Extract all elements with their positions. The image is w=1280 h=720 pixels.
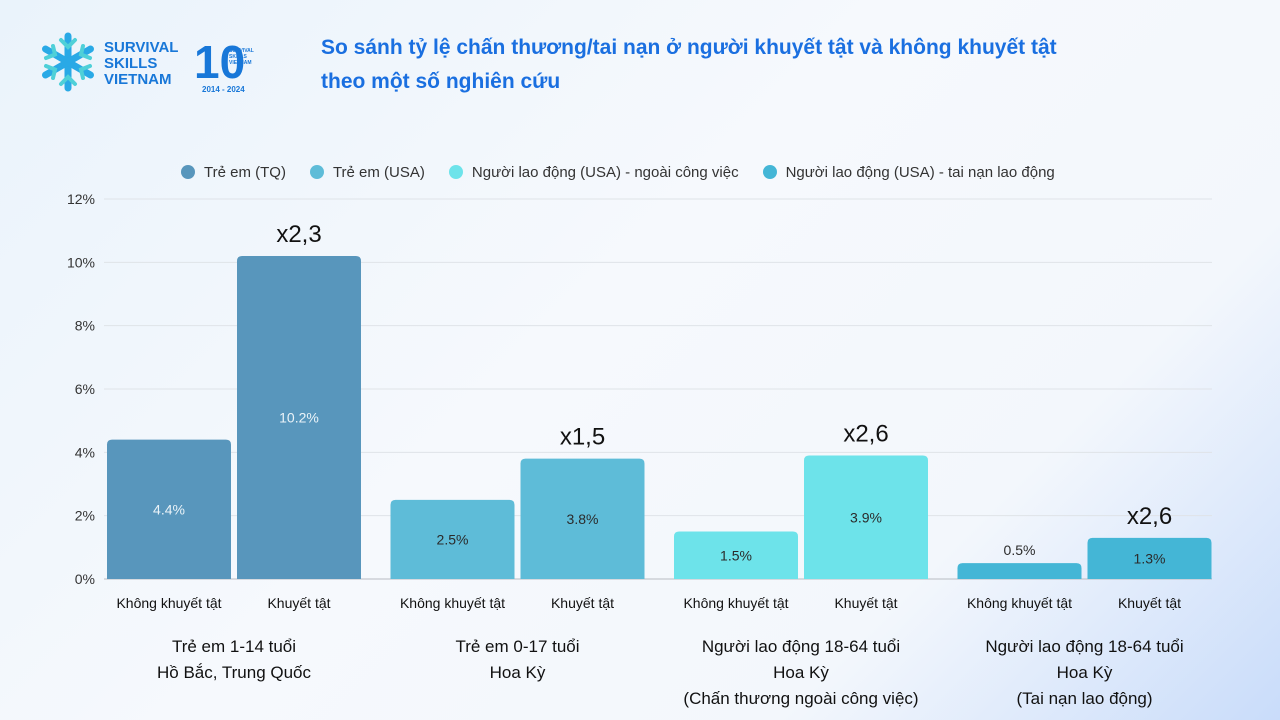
chart-title-line-1: So sánh tỷ lệ chấn thương/tai nạn ở ngườ… [321, 36, 1057, 59]
badge-number: 10 [194, 36, 245, 88]
legend-label: Người lao động (USA) - ngoài công việc [471, 163, 739, 181]
chart-legend: Trẻ em (TQ) Trẻ em (USA) Người lao động (U… [181, 162, 1079, 182]
ratio-annotation: x2,6 [1127, 503, 1172, 530]
badge-small-1: SURVIVAL [229, 48, 254, 54]
snowflake-cross-icon [42, 32, 94, 92]
group-label: Trẻ em 1-14 tuổi Hồ Bắc, Trung Quốc [94, 634, 374, 686]
badge-small-2: SKILLS [229, 54, 247, 60]
bar [390, 499, 515, 579]
data-label: 1.3% [1134, 550, 1166, 566]
legend-label: Người lao động (USA) - tai nạn lao động [785, 163, 1055, 181]
group-label-line: (Chấn thương ngoài công việc) [683, 689, 919, 708]
badge-years: 2014 - 2024 [202, 85, 245, 94]
legend-item: Người lao động (USA) - ngoài công việc [448, 163, 739, 181]
group-label: Trẻ em 0-17 tuổi Hoa Kỳ [378, 634, 658, 686]
x-category-label: Khuyết tật [1118, 595, 1181, 611]
data-label: 10.2% [279, 410, 319, 426]
bar [107, 439, 231, 579]
x-category-label: Khuyết tật [267, 595, 330, 611]
y-tick-label: 6% [75, 381, 95, 397]
y-tick-label: 2% [75, 508, 95, 524]
legend-item: Người lao động (USA) - tai nạn lao động [762, 163, 1055, 181]
chart-title-line-2: theo một số nghiên cứu [321, 70, 561, 93]
survival-skills-vietnam-logo: SURVIVAL SKILLS VIETNAM 10 SURVIVAL SKIL… [42, 32, 254, 94]
group-label: Người lao động 18-64 tuổi Hoa Kỳ (Chấn thư… [661, 634, 941, 712]
ratio-annotation: x2,3 [276, 221, 321, 248]
data-label: 2.5% [437, 531, 469, 547]
legend-swatch [448, 165, 463, 179]
group-label-line: Hoa Kỳ [773, 663, 829, 682]
y-tick-label: 10% [67, 254, 95, 270]
group-label-line: Hoa Kỳ [489, 663, 546, 682]
y-tick-label: 4% [75, 444, 95, 460]
badge-small-3: VIETNAM [229, 60, 252, 66]
bar [520, 458, 645, 579]
group-label: Người lao động 18-64 tuổi Hoa Kỳ (Tai nạn … [945, 634, 1225, 712]
group-label-line: Người lao động 18-64 tuổi [701, 637, 901, 656]
y-tick-label: 8% [75, 318, 95, 334]
bar [804, 455, 928, 579]
group-label-line: (Tai nạn lao động) [1016, 689, 1153, 708]
bar [237, 256, 361, 579]
legend-label: Trẻ em (TQ) [204, 163, 286, 181]
logo-line-1: SURVIVAL [104, 39, 178, 56]
logo-line-3: VIETNAM [104, 71, 172, 88]
chart-title: So sánh tỷ lệ chấn thương/tai nạn ở ngườ… [321, 31, 1221, 99]
legend-item: Trẻ em (USA) [309, 163, 425, 181]
anniversary-badge: 10 SURVIVAL SKILLS VIETNAM 2014 - 2024 [194, 36, 254, 94]
x-category-label: Không khuyết tật [683, 595, 788, 611]
legend-swatch [762, 165, 777, 179]
x-category-label: Không khuyết tật [400, 595, 505, 611]
y-tick-label: 12% [67, 191, 95, 207]
x-category-label: Khuyết tật [551, 595, 614, 611]
logo-line-2: SKILLS [104, 55, 157, 72]
x-category-label: Khuyết tật [834, 595, 897, 611]
legend-swatch [309, 165, 324, 179]
legend-label: Trẻ em (USA) [332, 163, 425, 181]
x-category-label: Không khuyết tật [116, 595, 221, 611]
bar [1087, 537, 1212, 579]
bar [957, 563, 1082, 579]
y-tick-label: 0% [75, 571, 95, 587]
data-label: 3.9% [850, 509, 882, 525]
group-label-line: Hoa Kỳ [1056, 663, 1113, 682]
legend-item: Trẻ em (TQ) [181, 164, 286, 181]
data-label: 3.8% [567, 511, 599, 527]
x-category-label: Không khuyết tật [967, 595, 1072, 611]
legend-swatch [181, 165, 195, 179]
data-label: 4.4% [153, 501, 185, 517]
bar [674, 531, 798, 579]
group-label-line: Hồ Bắc, Trung Quốc [156, 663, 312, 682]
group-label-line: Trẻ em 0-17 tuổi [455, 637, 580, 656]
group-label-line: Trẻ em 1-14 tuổi [171, 637, 297, 656]
group-label-line: Người lao động 18-64 tuổi [985, 637, 1184, 656]
ratio-annotation: x1,5 [560, 424, 605, 451]
data-label: 0.5% [1004, 542, 1036, 558]
ratio-annotation: x2,6 [843, 421, 888, 448]
data-label: 1.5% [720, 547, 752, 563]
